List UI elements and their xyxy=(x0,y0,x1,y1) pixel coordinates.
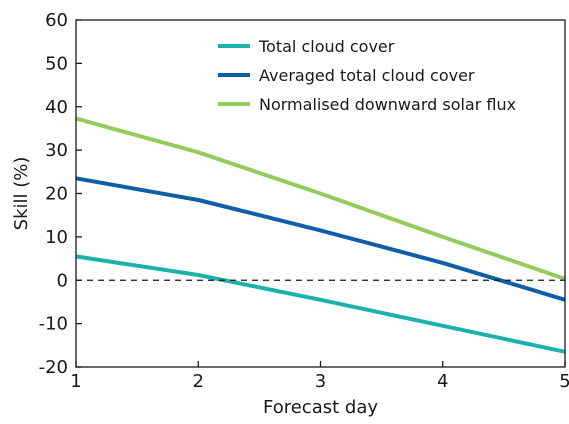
x-tick-label: 5 xyxy=(559,371,569,392)
legend-label-3: Normalised downward solar flux xyxy=(259,95,516,114)
y-axis-label: Skill (%) xyxy=(11,157,32,231)
y-tick-label: 50 xyxy=(45,53,68,74)
y-tick-label: 60 xyxy=(45,10,68,31)
y-tick-label: -10 xyxy=(39,314,68,335)
y-tick-label: 10 xyxy=(45,227,68,248)
x-axis-label: Forecast day xyxy=(263,397,378,418)
y-tick-label: 40 xyxy=(45,97,68,118)
series-line-2 xyxy=(75,176,566,302)
series-line-1 xyxy=(75,254,566,354)
x-tick-label: 2 xyxy=(193,371,204,392)
series-layer xyxy=(75,116,566,354)
series-line-3 xyxy=(75,116,566,281)
y-tick-label: 20 xyxy=(45,184,68,205)
y-tick-label: 30 xyxy=(45,140,68,161)
x-axis-ticks: 1 2 3 4 5 xyxy=(70,361,569,392)
x-tick-label: 3 xyxy=(315,371,326,392)
y-tick-label: 0 xyxy=(57,270,68,291)
legend: Total cloud cover Averaged total cloud co… xyxy=(218,37,516,114)
legend-label-2: Averaged total cloud cover xyxy=(259,66,475,85)
legend-label-1: Total cloud cover xyxy=(258,37,395,56)
y-tick-label: -20 xyxy=(39,357,68,378)
x-tick-label: 4 xyxy=(437,371,448,392)
y-axis-ticks: -20 -10 0 10 20 30 40 50 60 xyxy=(39,10,82,378)
x-tick-label: 1 xyxy=(70,371,81,392)
